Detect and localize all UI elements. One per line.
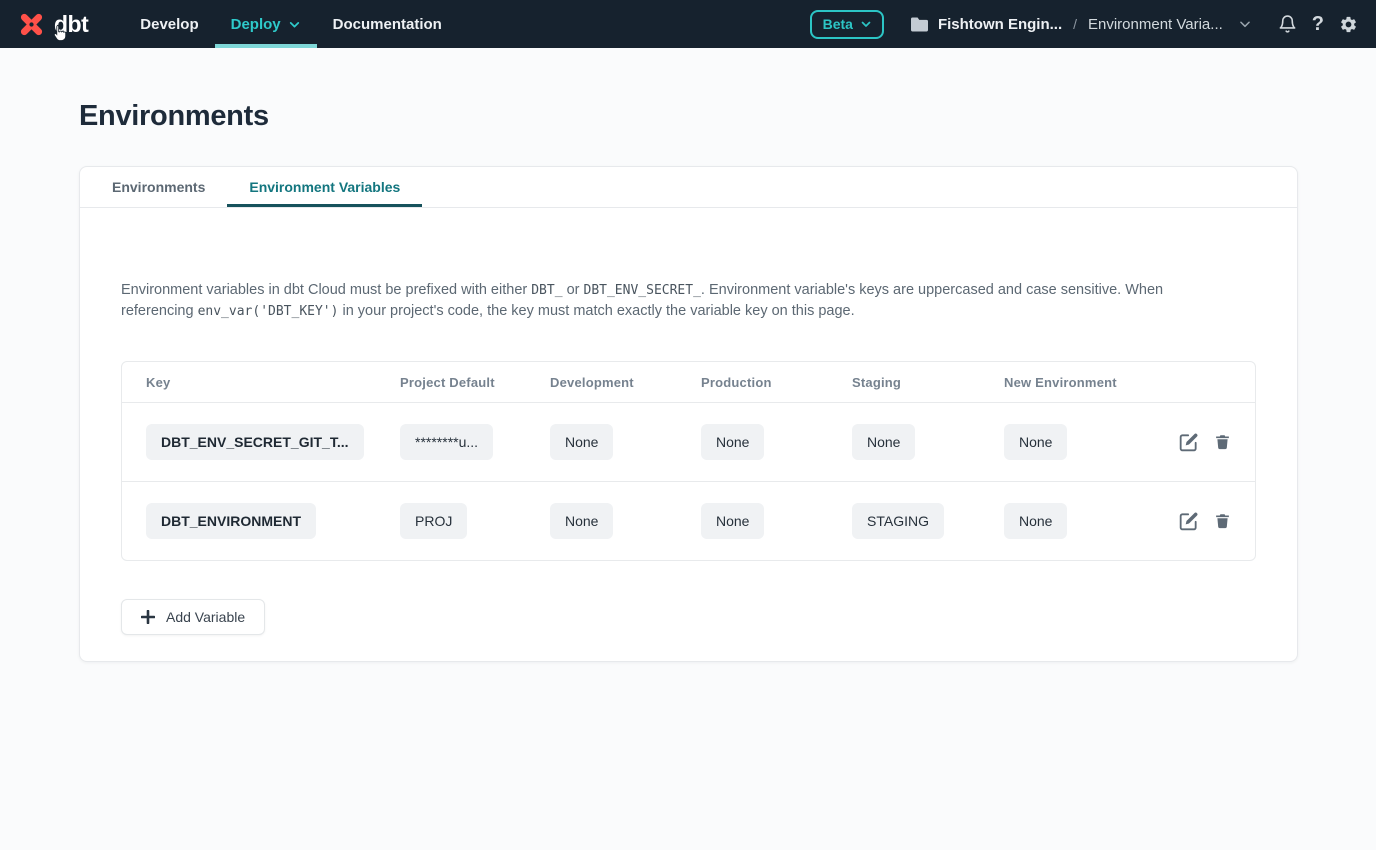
tab-bar: Environments Environment Variables (80, 167, 1297, 208)
variable-key: DBT_ENV_SECRET_GIT_T... (146, 424, 364, 460)
chevron-down-icon[interactable] (1238, 17, 1252, 31)
tab-environment-variables[interactable]: Environment Variables (227, 167, 422, 207)
beta-label: Beta (822, 15, 853, 32)
description-text: or (562, 282, 584, 298)
production-value: None (701, 424, 765, 460)
column-header-production: Production (701, 374, 772, 390)
page-title: Environments (79, 100, 269, 132)
breadcrumb[interactable]: Fishtown Engin... / Environment Varia... (910, 16, 1252, 33)
row-actions (1167, 432, 1231, 452)
code-env-var-example: env_var('DBT_KEY') (197, 304, 339, 319)
code-dbt-env-secret-prefix: DBT_ENV_SECRET_ (583, 283, 701, 298)
column-header-project-default: Project Default (400, 374, 495, 390)
development-value: None (550, 424, 614, 460)
edit-icon[interactable] (1179, 511, 1199, 531)
top-navigation: dbt Develop Deploy Documentation Beta (0, 0, 1376, 48)
development-value: None (550, 503, 614, 539)
breadcrumb-separator: / (1073, 16, 1077, 32)
edit-icon[interactable] (1179, 432, 1199, 452)
column-header-new-environment: New Environment (1004, 374, 1117, 390)
code-dbt-prefix: DBT_ (531, 283, 563, 298)
table-row: DBT_ENVIRONMENT PROJ None None STAGING N… (122, 481, 1255, 560)
project-default-value: ********u... (400, 424, 494, 460)
column-header-key: Key (146, 374, 171, 390)
project-default-value: PROJ (400, 503, 468, 539)
column-header-staging: Staging (852, 374, 902, 390)
folder-icon (910, 16, 929, 33)
staging-value: STAGING (852, 503, 944, 539)
add-variable-label: Add Variable (166, 609, 246, 625)
nav-item-documentation-label: Documentation (332, 15, 442, 33)
row-actions (1167, 511, 1231, 531)
tab-panel-environment-variables: Environment variables in dbt Cloud must … (80, 208, 1297, 661)
primary-nav: Develop Deploy Documentation (124, 0, 458, 48)
staging-value: None (852, 424, 916, 460)
delete-trash-icon[interactable] (1214, 432, 1231, 452)
env-vars-description: Environment variables in dbt Cloud must … (121, 280, 1173, 322)
notifications-bell-icon[interactable] (1278, 14, 1297, 34)
nav-icon-group: ? (1278, 14, 1358, 34)
nav-item-deploy[interactable]: Deploy (215, 0, 317, 48)
help-icon[interactable]: ? (1311, 13, 1324, 35)
nav-right-group: Beta Fishtown Engin... / Environment Var… (809, 0, 1376, 48)
new-environment-value: None (1004, 503, 1068, 539)
nav-item-documentation[interactable]: Documentation (317, 0, 458, 48)
breadcrumb-project[interactable]: Fishtown Engin... (937, 15, 1063, 33)
nav-item-develop-label: Develop (140, 15, 199, 33)
nav-item-deploy-label: Deploy (230, 15, 281, 33)
description-text: in your project's code, the key must mat… (338, 303, 855, 319)
brand-name: dbt (54, 10, 89, 37)
chevron-down-icon (860, 18, 872, 30)
table-row: DBT_ENV_SECRET_GIT_T... ********u... Non… (122, 402, 1255, 481)
environment-variables-table: Key Project Default Development Producti… (121, 361, 1256, 561)
environments-card: Environments Environment Variables Envir… (79, 166, 1298, 662)
settings-gear-icon[interactable] (1339, 15, 1358, 34)
column-header-development: Development (550, 374, 634, 390)
table-header-row: Key Project Default Development Producti… (122, 362, 1255, 402)
breadcrumb-page[interactable]: Environment Varia... (1088, 15, 1223, 33)
beta-dropdown[interactable]: Beta (809, 9, 884, 39)
nav-item-develop[interactable]: Develop (124, 0, 214, 48)
production-value: None (701, 503, 765, 539)
delete-trash-icon[interactable] (1214, 511, 1231, 531)
dbt-logo[interactable]: dbt (0, 0, 102, 48)
main-content: Environments Environments Environment Va… (0, 48, 1376, 662)
description-text: . Environment variable's keys are upperc… (121, 282, 1164, 319)
description-text: Environment variables in dbt Cloud must … (121, 282, 532, 298)
dbt-logo-icon (16, 9, 47, 40)
plus-icon (141, 610, 155, 624)
add-variable-button[interactable]: Add Variable (121, 599, 266, 635)
chevron-down-icon (288, 18, 301, 31)
new-environment-value: None (1004, 424, 1068, 460)
tab-environments[interactable]: Environments (112, 179, 206, 195)
variable-key: DBT_ENVIRONMENT (146, 503, 317, 539)
